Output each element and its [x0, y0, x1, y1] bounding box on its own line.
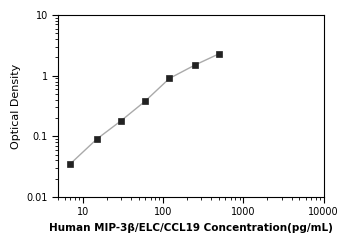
X-axis label: Human MIP-3β/ELC/CCL19 Concentration(pg/mL): Human MIP-3β/ELC/CCL19 Concentration(pg/…: [49, 223, 333, 233]
Y-axis label: Optical Density: Optical Density: [11, 63, 21, 149]
